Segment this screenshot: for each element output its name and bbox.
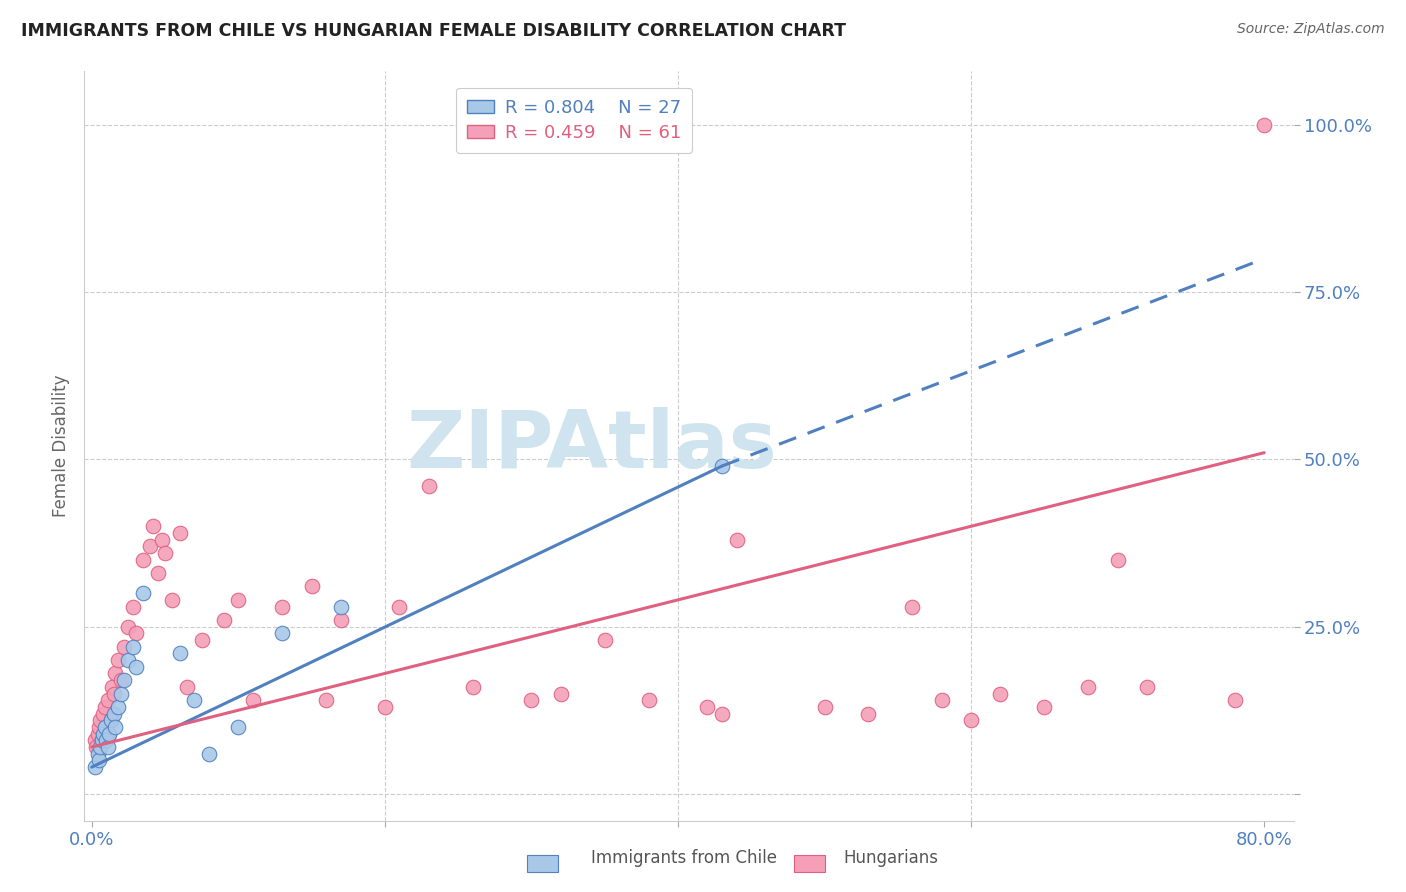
Point <box>1136 680 1159 694</box>
Text: Hungarians: Hungarians <box>844 849 939 867</box>
Point <box>132 553 155 567</box>
Point <box>117 653 139 667</box>
Point <box>329 599 352 614</box>
Point <box>1223 693 1246 707</box>
Point <box>139 539 162 553</box>
Text: Immigrants from Chile: Immigrants from Chile <box>591 849 776 867</box>
Point <box>103 687 125 701</box>
Point <box>87 753 110 767</box>
Point <box>107 699 129 714</box>
Point <box>226 593 249 607</box>
Point <box>86 747 108 761</box>
Point <box>100 714 122 728</box>
Point <box>100 714 122 728</box>
Point <box>901 599 924 614</box>
Point <box>169 646 191 660</box>
Point <box>858 706 880 721</box>
Point <box>315 693 337 707</box>
Point <box>725 533 748 547</box>
Point <box>418 479 440 493</box>
Point <box>107 653 129 667</box>
Point <box>142 519 165 533</box>
Point <box>94 699 117 714</box>
Point <box>226 720 249 734</box>
Point <box>176 680 198 694</box>
Point <box>89 740 111 755</box>
Point <box>112 673 135 688</box>
Point <box>198 747 221 761</box>
Point <box>101 680 124 694</box>
Point <box>87 720 110 734</box>
Point <box>97 693 120 707</box>
Legend: R = 0.804    N = 27, R = 0.459    N = 61: R = 0.804 N = 27, R = 0.459 N = 61 <box>456 88 692 153</box>
Point <box>110 673 132 688</box>
Point <box>89 714 111 728</box>
Point <box>132 586 155 600</box>
Point <box>931 693 953 707</box>
Point <box>242 693 264 707</box>
Point <box>190 633 212 648</box>
Point <box>121 640 143 654</box>
Point <box>162 593 184 607</box>
Point <box>117 620 139 634</box>
Point <box>1077 680 1099 694</box>
Point <box>329 613 352 627</box>
Point <box>124 626 146 640</box>
Point <box>86 726 108 740</box>
Point <box>94 720 117 734</box>
Point <box>183 693 205 707</box>
Point <box>374 699 396 714</box>
Point <box>1033 699 1056 714</box>
Point <box>710 459 733 474</box>
Point <box>271 599 294 614</box>
Point <box>84 740 107 755</box>
Point <box>104 666 127 681</box>
Point <box>104 720 127 734</box>
Point <box>520 693 543 707</box>
Text: IMMIGRANTS FROM CHILE VS HUNGARIAN FEMALE DISABILITY CORRELATION CHART: IMMIGRANTS FROM CHILE VS HUNGARIAN FEMAL… <box>21 22 846 40</box>
Point <box>301 580 323 594</box>
Point <box>696 699 718 714</box>
Y-axis label: Female Disability: Female Disability <box>52 375 70 517</box>
Point <box>960 714 983 728</box>
Point <box>121 599 143 614</box>
Point <box>593 633 616 648</box>
Point <box>97 740 120 755</box>
Point <box>83 760 105 774</box>
Point <box>112 640 135 654</box>
Point <box>271 626 294 640</box>
Point <box>550 687 572 701</box>
Point <box>990 687 1012 701</box>
Point <box>461 680 484 694</box>
Point <box>91 733 114 747</box>
Point <box>388 599 411 614</box>
Point <box>103 706 125 721</box>
Text: Source: ZipAtlas.com: Source: ZipAtlas.com <box>1237 22 1385 37</box>
Text: ZIPAtlas: ZIPAtlas <box>406 407 778 485</box>
Point <box>153 546 176 560</box>
Point <box>150 533 173 547</box>
Point <box>1253 118 1275 132</box>
Point <box>124 660 146 674</box>
Point <box>212 613 235 627</box>
Point <box>96 720 118 734</box>
Point <box>91 733 114 747</box>
Point <box>93 706 115 721</box>
Point <box>110 687 132 701</box>
Point <box>637 693 659 707</box>
Point <box>98 726 121 740</box>
Point <box>83 733 105 747</box>
Point <box>813 699 835 714</box>
Point <box>98 726 121 740</box>
Point <box>1107 553 1129 567</box>
Point <box>93 726 115 740</box>
Point <box>96 733 118 747</box>
Point <box>146 566 169 581</box>
Point <box>710 706 733 721</box>
Point <box>169 526 191 541</box>
